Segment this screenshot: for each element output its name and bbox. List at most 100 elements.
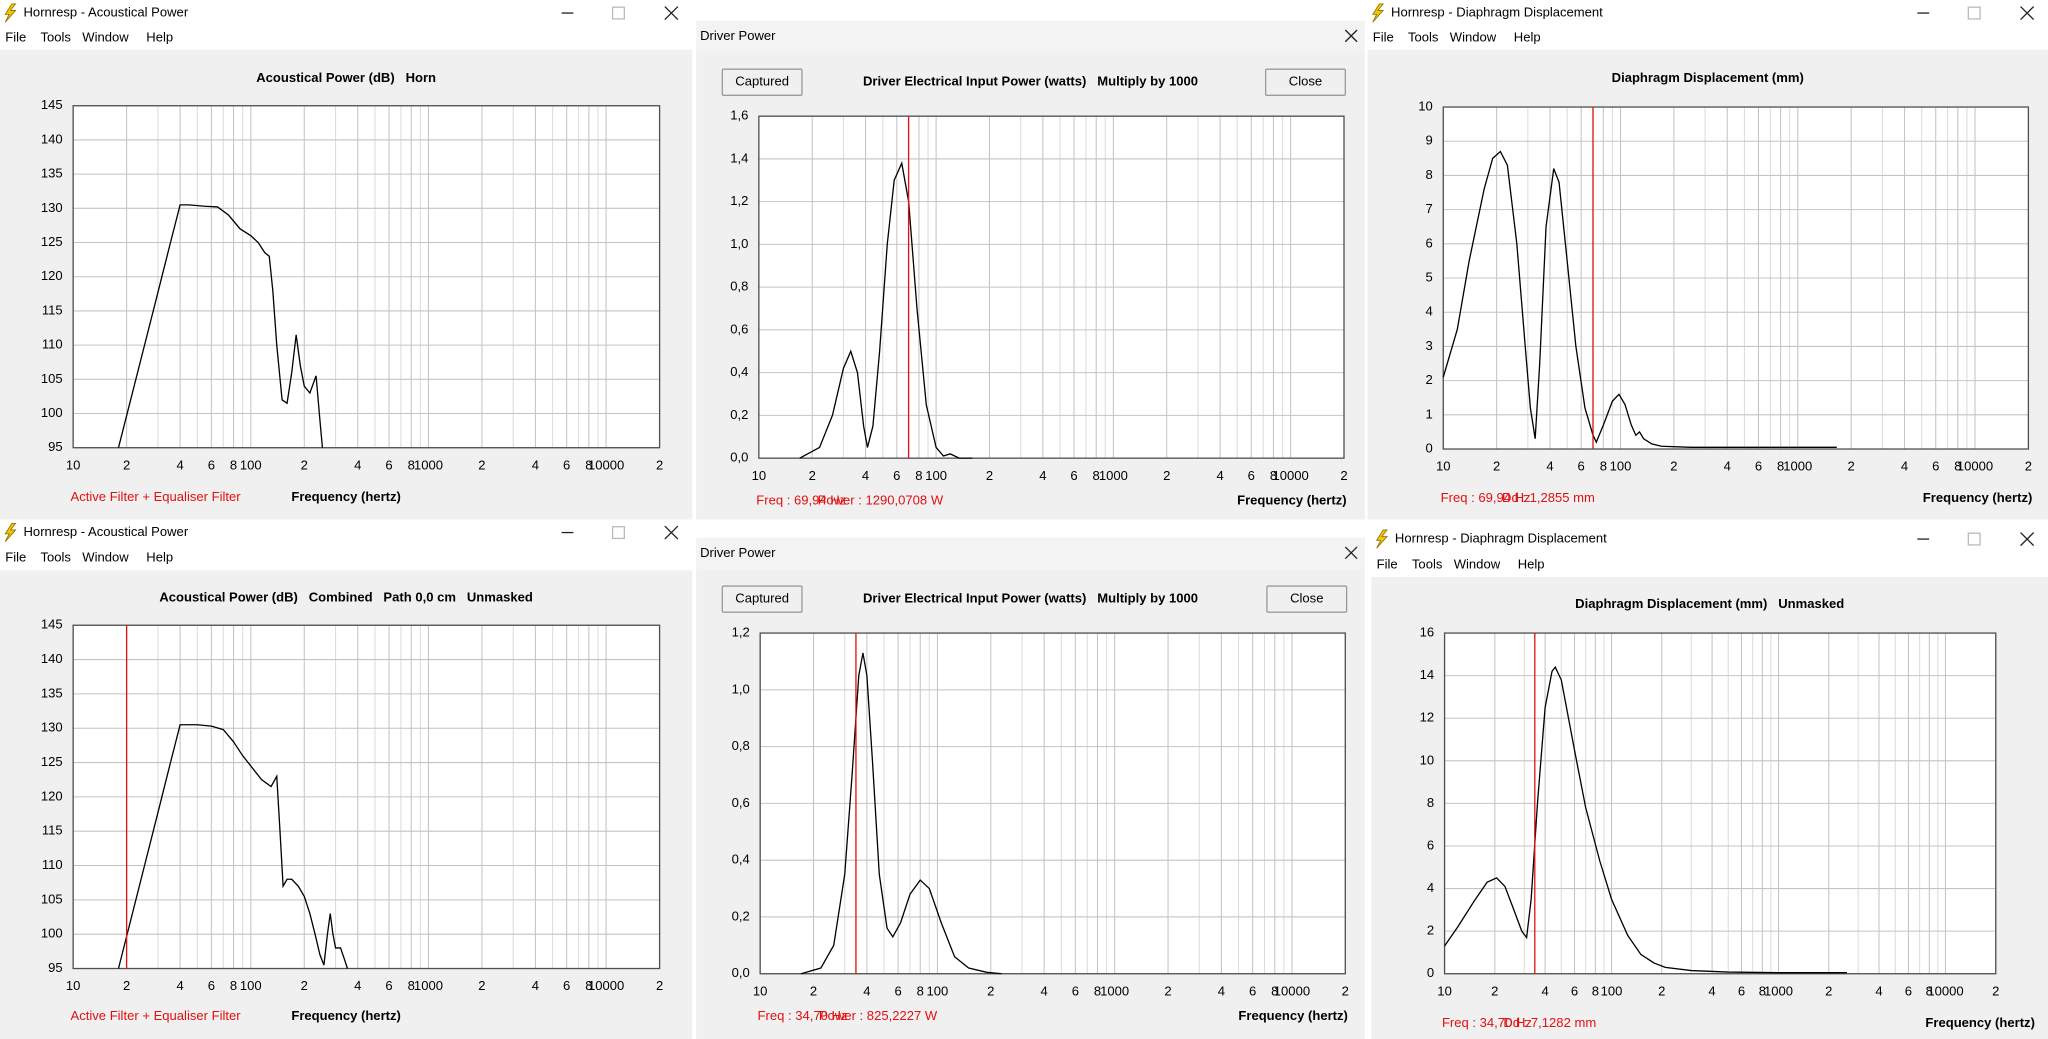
y-tick-label: 8 xyxy=(1426,167,1433,182)
y-tick-label: 0,4 xyxy=(732,852,750,867)
y-tick-label: 1,2 xyxy=(730,193,748,208)
x-tick-label: 4 xyxy=(1708,983,1715,998)
response-curve xyxy=(117,204,324,448)
app-icon xyxy=(4,3,17,23)
x-tick-label: 4 xyxy=(862,468,869,483)
maximize-button[interactable] xyxy=(1967,532,1981,546)
cursor-readout: Freq : 34,70 Hz xyxy=(758,1008,848,1023)
x-tick-label: 6 xyxy=(1571,983,1578,998)
y-tick-label: 10 xyxy=(1418,98,1433,113)
menu-item[interactable]: File xyxy=(1373,29,1394,44)
x-tick-label: 6 xyxy=(208,978,215,993)
x-tick-label: 8 xyxy=(585,457,592,472)
x-tick-label: 1000 xyxy=(414,457,443,472)
filter-note: Active Filter + Equaliser Filter xyxy=(71,489,242,504)
x-tick-label: 4 xyxy=(1546,459,1553,474)
button-label[interactable]: Close xyxy=(1289,74,1322,89)
window-title: Hornresp - Diaphragm Displacement xyxy=(1395,531,1607,546)
cursor-readout: Freq : 69,94 Hz xyxy=(756,493,846,508)
y-tick-label: 1 xyxy=(1426,406,1433,421)
y-tick-label: 140 xyxy=(41,651,63,666)
menu-item[interactable]: Window xyxy=(1450,29,1497,44)
close-button[interactable] xyxy=(1344,546,1358,560)
close-button[interactable] xyxy=(2020,6,2035,21)
x-tick-label: 2 xyxy=(1340,468,1347,483)
plot-frame xyxy=(1443,632,1997,975)
y-tick-label: 0,0 xyxy=(732,965,750,980)
app-icon xyxy=(1375,529,1388,549)
button[interactable] xyxy=(1266,585,1348,613)
menu-item[interactable]: File xyxy=(5,549,26,564)
close-button[interactable] xyxy=(664,6,679,21)
menu-item[interactable]: Window xyxy=(82,549,129,564)
maximize-button[interactable] xyxy=(1967,6,1981,20)
menu-item[interactable]: File xyxy=(5,29,26,44)
button-label[interactable]: Captured xyxy=(735,591,789,606)
x-tick-label: 8 xyxy=(1600,459,1607,474)
x-tick-label: 10 xyxy=(753,983,768,998)
chart-title: Diaphragm Displacement (mm) Unmasked xyxy=(1575,596,1844,611)
menu-bar xyxy=(0,545,693,571)
x-tick-label: 8 xyxy=(917,983,924,998)
x-tick-label: 4 xyxy=(1901,459,1908,474)
x-tick-label: 10 xyxy=(752,468,767,483)
menu-item[interactable]: Tools xyxy=(40,29,71,44)
y-tick-label: 105 xyxy=(41,891,63,906)
y-tick-label: 0,8 xyxy=(730,279,748,294)
x-tick-label: 8 xyxy=(1954,459,1961,474)
x-tick-label: 6 xyxy=(1738,983,1745,998)
x-tick-label: 2 xyxy=(656,457,663,472)
button-label[interactable]: Captured xyxy=(735,74,789,89)
menu-item[interactable]: Window xyxy=(1454,557,1501,572)
y-tick-label: 14 xyxy=(1420,667,1435,682)
x-axis-label: Frequency (hertz) xyxy=(1923,490,2033,505)
menu-item[interactable]: Window xyxy=(82,29,129,44)
button-label[interactable]: Close xyxy=(1290,591,1323,606)
x-tick-label: 10000 xyxy=(588,978,624,993)
y-tick-label: 145 xyxy=(41,97,63,112)
button[interactable] xyxy=(721,585,803,613)
maximize-button[interactable] xyxy=(611,526,625,540)
window-title: Hornresp - Acoustical Power xyxy=(24,524,189,539)
menu-item[interactable]: Help xyxy=(146,29,173,44)
x-tick-label: 4 xyxy=(176,457,183,472)
x-tick-label: 100 xyxy=(925,468,947,483)
menu-item[interactable]: Tools xyxy=(1412,557,1443,572)
menu-item[interactable]: Help xyxy=(1518,557,1545,572)
plot-frame xyxy=(1442,106,2030,450)
x-tick-label: 4 xyxy=(532,978,539,993)
x-tick-label: 100 xyxy=(240,978,262,993)
x-tick-label: 100 xyxy=(240,457,262,472)
menu-item[interactable]: Tools xyxy=(40,549,71,564)
x-tick-label: 100 xyxy=(1610,459,1632,474)
plot-frame xyxy=(72,624,661,970)
x-tick-label: 4 xyxy=(1039,468,1046,483)
button[interactable] xyxy=(1264,68,1346,96)
menu-item[interactable]: Tools xyxy=(1408,29,1439,44)
x-axis-label: Frequency (hertz) xyxy=(1238,1008,1348,1023)
x-tick-label: 1000 xyxy=(1099,468,1128,483)
x-tick-label: 6 xyxy=(1755,459,1762,474)
window-title: Driver Power xyxy=(700,545,776,560)
close-button[interactable] xyxy=(2020,532,2035,547)
x-tick-label: 6 xyxy=(1070,468,1077,483)
close-button[interactable] xyxy=(664,525,679,540)
maximize-button[interactable] xyxy=(611,6,625,20)
x-tick-label: 10000 xyxy=(1957,459,1993,474)
y-tick-label: 0,8 xyxy=(732,738,750,753)
menu-item[interactable]: File xyxy=(1377,557,1398,572)
x-tick-label: 2 xyxy=(1992,983,1999,998)
y-tick-label: 1,0 xyxy=(732,681,750,696)
plot-frame xyxy=(72,105,661,449)
button[interactable] xyxy=(721,68,803,96)
y-tick-label: 0 xyxy=(1427,965,1434,980)
menu-item[interactable]: Help xyxy=(146,549,173,564)
close-button[interactable] xyxy=(1344,29,1358,43)
x-tick-label: 4 xyxy=(354,978,361,993)
x-tick-label: 2 xyxy=(1342,983,1349,998)
x-tick-label: 4 xyxy=(1875,983,1882,998)
menu-item[interactable]: Help xyxy=(1514,29,1541,44)
y-tick-label: 0,2 xyxy=(732,908,750,923)
y-tick-label: 2 xyxy=(1426,372,1433,387)
x-tick-label: 8 xyxy=(1270,468,1277,483)
